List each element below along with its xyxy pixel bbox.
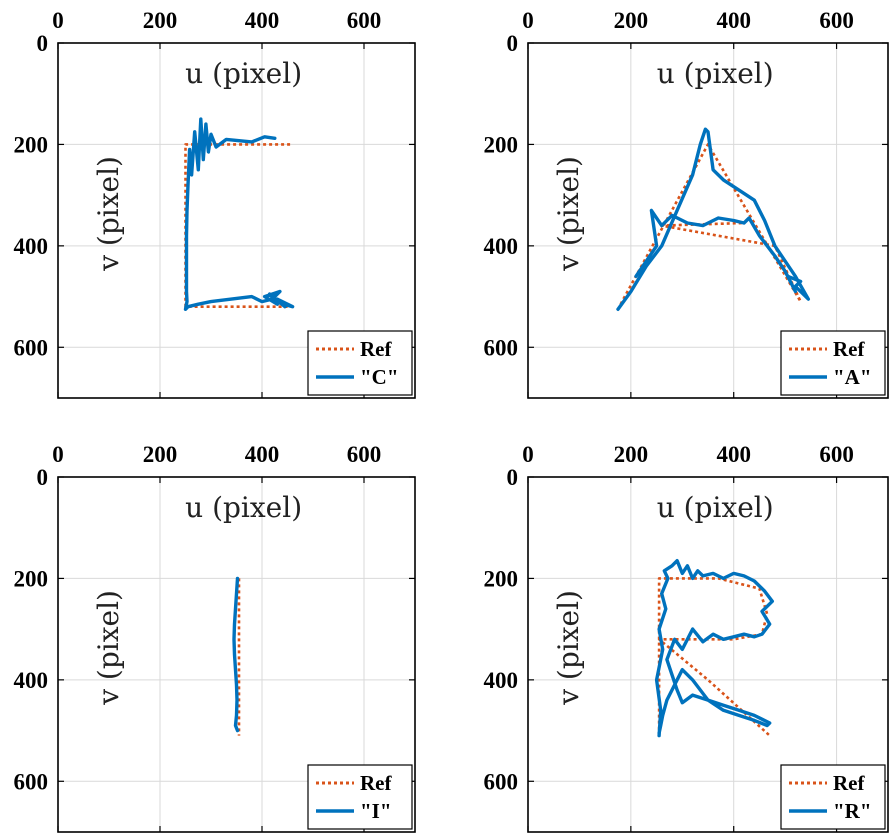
legend-box (307, 330, 413, 396)
y-tick-label: 400 (484, 234, 519, 259)
panel-R: 0 200 400 600 0 200 400 600 u (pixel) v (pixel) Re… (484, 442, 889, 833)
series-trajectory (616, 127, 810, 311)
y-tick-label: 400 (14, 668, 49, 693)
legend-label: Ref (360, 771, 392, 795)
series-trajectory (232, 576, 240, 733)
y-tick-label: 400 (14, 234, 49, 259)
x-tick-label: 0 (522, 8, 534, 33)
y-tick-label: 0 (37, 31, 49, 56)
legend-box (780, 330, 886, 396)
y-axis-label: v (pixel) (552, 590, 585, 706)
axes-frame (527, 476, 889, 833)
y-tick-label: 600 (14, 335, 49, 360)
series-ref (619, 143, 802, 305)
x-axis-label: u (pixel) (185, 491, 302, 524)
x-tick-label: 400 (245, 442, 280, 467)
x-tick-label: 200 (614, 8, 649, 33)
y-tick-label: 0 (37, 465, 49, 490)
axes-frame (527, 42, 889, 399)
x-axis-label: u (pixel) (657, 57, 774, 90)
legend-label: Ref (833, 771, 865, 795)
series-ref (184, 143, 291, 309)
legend-box (307, 764, 413, 830)
axes-frame (57, 42, 416, 399)
x-tick-label: 400 (716, 8, 751, 33)
y-tick-label: 200 (484, 566, 519, 591)
legend: Ref "I" (307, 764, 413, 830)
x-tick-label: 200 (614, 442, 649, 467)
x-tick-label: 600 (347, 442, 382, 467)
panel-I: 0 200 400 600 0 200 400 600 u (pixel) v (pixel) Re… (14, 442, 416, 833)
y-tick-label: 0 (507, 465, 519, 490)
x-tick-label: 0 (52, 8, 64, 33)
panel-A: 0 200 400 600 0 200 400 600 u (pixel) v (pixel) Re… (484, 8, 889, 399)
series-trajectory (183, 117, 295, 311)
x-tick-label: 200 (143, 442, 178, 467)
y-tick-label: 600 (484, 769, 519, 794)
x-tick-label: 0 (52, 442, 64, 467)
y-tick-label: 600 (14, 769, 49, 794)
y-axis-label: v (pixel) (92, 590, 125, 706)
x-tick-label: 0 (522, 442, 534, 467)
axes-frame (57, 476, 416, 833)
y-tick-label: 200 (484, 132, 519, 157)
x-tick-label: 600 (819, 8, 854, 33)
x-tick-label: 400 (716, 442, 751, 467)
legend-box (780, 764, 886, 830)
legend-label: "R" (833, 799, 871, 823)
series-trajectory (654, 559, 774, 738)
y-tick-label: 400 (484, 668, 519, 693)
series-ref (657, 577, 771, 737)
y-axis-label: v (pixel) (92, 156, 125, 272)
x-tick-label: 600 (819, 442, 854, 467)
x-tick-label: 200 (143, 8, 178, 33)
legend-label: Ref (360, 337, 392, 361)
legend-label: "I" (360, 799, 392, 823)
legend: Ref "C" (307, 330, 413, 396)
y-tick-label: 600 (484, 335, 519, 360)
legend-label: Ref (833, 337, 865, 361)
legend-label: "C" (360, 365, 398, 389)
panel-C: 0 200 400 600 0 200 400 600 u (pixel) v (pixel) Re… (14, 8, 416, 399)
legend: Ref "R" (780, 764, 886, 830)
x-axis-label: u (pixel) (185, 57, 302, 90)
legend: Ref "A" (780, 330, 886, 396)
y-tick-label: 200 (14, 566, 49, 591)
y-axis-label: v (pixel) (552, 156, 585, 272)
legend-label: "A" (833, 365, 871, 389)
x-tick-label: 600 (347, 8, 382, 33)
x-axis-label: u (pixel) (657, 491, 774, 524)
y-tick-label: 0 (507, 31, 519, 56)
x-tick-label: 400 (245, 8, 280, 33)
y-tick-label: 200 (14, 132, 49, 157)
